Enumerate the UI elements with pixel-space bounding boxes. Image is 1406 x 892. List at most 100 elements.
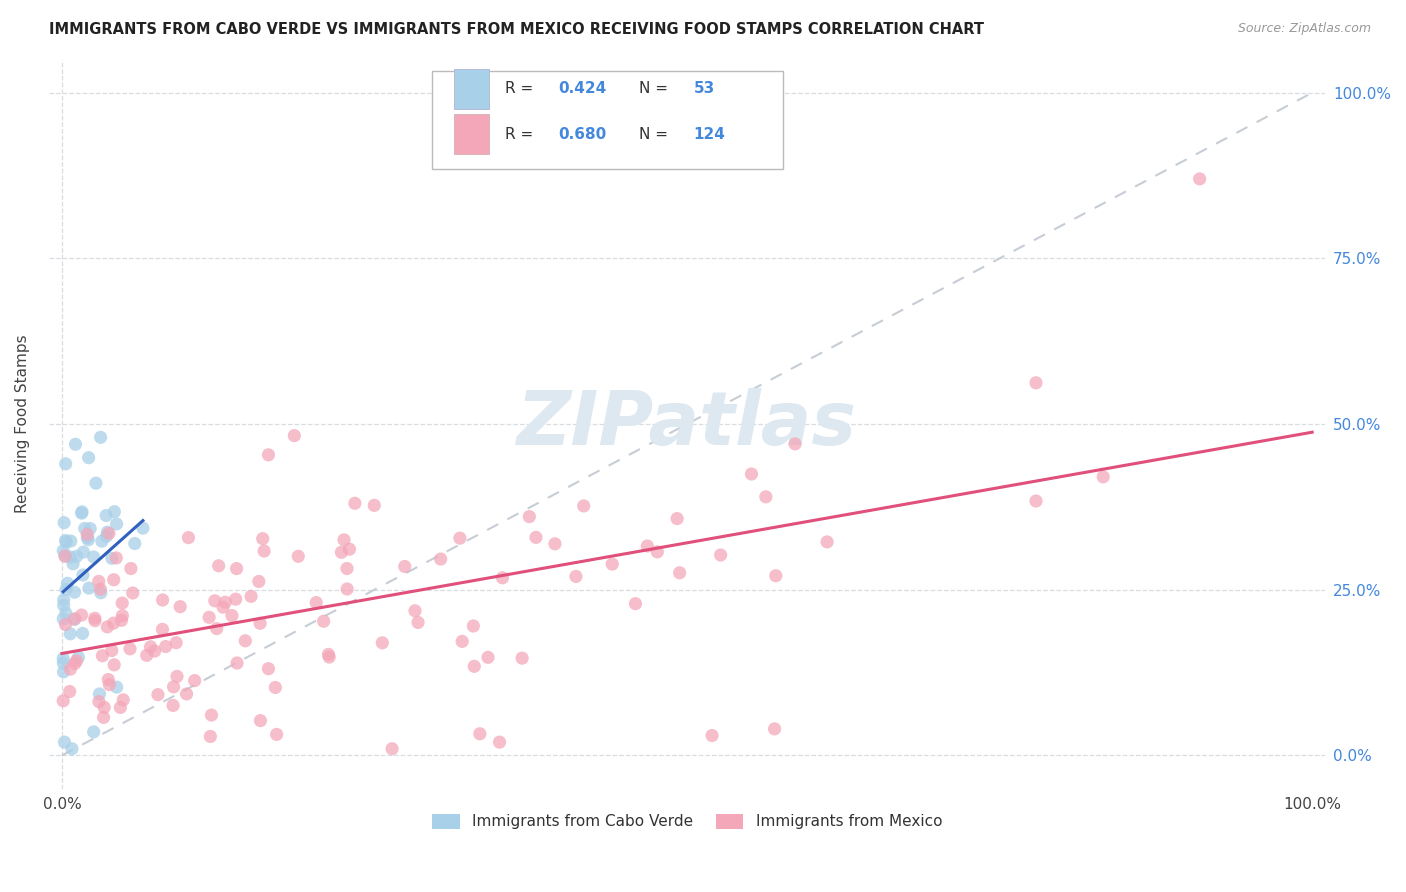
Point	[83, 549, 105, 564]
Point	[318, 648, 340, 662]
Point	[524, 530, 547, 544]
Point	[212, 600, 235, 615]
Point	[76, 531, 98, 545]
Point	[249, 714, 271, 728]
Point	[84, 476, 107, 491]
Point	[77, 450, 100, 465]
Point	[96, 620, 118, 634]
Point	[90, 430, 112, 444]
Point	[468, 727, 491, 741]
Point	[77, 533, 100, 547]
Point	[70, 505, 93, 519]
Point	[755, 490, 778, 504]
FancyBboxPatch shape	[432, 70, 783, 169]
Point	[59, 550, 82, 565]
Point	[65, 654, 87, 668]
Point	[666, 511, 689, 525]
Legend: Immigrants from Cabo Verde, Immigrants from Mexico: Immigrants from Cabo Verde, Immigrants f…	[426, 808, 948, 836]
Point	[96, 525, 118, 540]
Point	[257, 448, 280, 462]
Point	[710, 548, 733, 562]
Point	[336, 582, 359, 596]
Point	[53, 735, 76, 749]
Point	[177, 531, 200, 545]
FancyBboxPatch shape	[454, 114, 489, 154]
Point	[55, 582, 77, 597]
Point	[544, 537, 567, 551]
Point	[103, 616, 125, 631]
Point	[198, 610, 221, 624]
Point	[93, 710, 115, 724]
Point	[253, 544, 276, 558]
Y-axis label: Receiving Food Stamps: Receiving Food Stamps	[15, 334, 30, 514]
Text: 124: 124	[693, 127, 725, 142]
Point	[55, 617, 77, 632]
Point	[89, 687, 111, 701]
Point	[200, 730, 222, 744]
Point	[477, 650, 499, 665]
Point	[204, 594, 226, 608]
Point	[305, 596, 328, 610]
Text: Source: ZipAtlas.com: Source: ZipAtlas.com	[1237, 22, 1371, 36]
Point	[53, 516, 76, 530]
Point	[121, 586, 143, 600]
Point	[103, 573, 125, 587]
Text: R =: R =	[505, 81, 538, 96]
Point	[94, 508, 117, 523]
Point	[72, 568, 94, 582]
Point	[112, 693, 135, 707]
Point	[283, 428, 305, 442]
Point	[62, 557, 84, 571]
Point	[83, 724, 105, 739]
Point	[103, 657, 125, 672]
Text: N =: N =	[638, 81, 672, 96]
Point	[59, 684, 82, 698]
Point	[84, 614, 107, 628]
FancyBboxPatch shape	[454, 69, 489, 109]
Point	[249, 616, 271, 631]
Point	[343, 496, 366, 510]
Point	[89, 582, 111, 596]
Text: ZIPatlas: ZIPatlas	[517, 387, 858, 460]
Point	[491, 571, 513, 585]
Point	[63, 612, 86, 626]
Point	[783, 437, 806, 451]
Point	[406, 615, 429, 630]
Point	[52, 651, 75, 665]
Point	[815, 535, 838, 549]
Point	[101, 551, 124, 566]
Point	[52, 665, 75, 679]
Point	[55, 535, 77, 549]
Point	[176, 687, 198, 701]
Point	[65, 437, 87, 451]
Text: 53: 53	[693, 81, 714, 96]
Point	[152, 593, 174, 607]
Point	[59, 662, 82, 676]
Point	[166, 669, 188, 683]
Point	[330, 545, 353, 559]
Point	[266, 727, 288, 741]
Point	[66, 549, 89, 564]
Point	[287, 549, 309, 564]
Point	[624, 597, 647, 611]
Point	[90, 534, 112, 549]
Point	[59, 627, 82, 641]
Point	[55, 533, 77, 548]
Point	[226, 656, 249, 670]
Point	[463, 619, 485, 633]
Point	[765, 568, 787, 582]
Point	[233, 633, 256, 648]
Point	[111, 596, 134, 610]
Point	[118, 641, 141, 656]
Point	[240, 590, 263, 604]
Point	[52, 656, 75, 670]
Point	[110, 700, 132, 714]
Point	[371, 636, 394, 650]
Point	[740, 467, 762, 481]
Point	[96, 529, 118, 543]
Point	[110, 613, 132, 627]
Point	[636, 539, 658, 553]
Point	[565, 569, 588, 583]
Point	[381, 741, 404, 756]
Point	[52, 592, 75, 607]
